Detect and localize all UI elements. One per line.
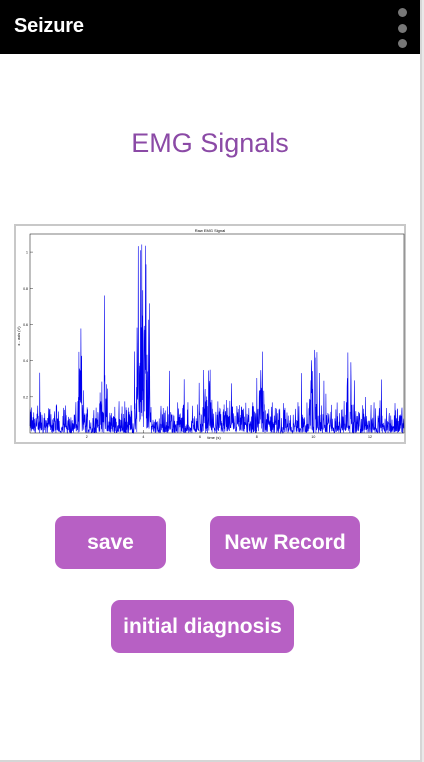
y-tick-label: 0.6	[23, 323, 28, 327]
x-tick-label: 12	[368, 435, 372, 439]
plot-axes-box	[29, 233, 405, 434]
menu-dot	[397, 8, 407, 17]
menu-dot	[397, 39, 407, 48]
x-tick-label: 8	[256, 435, 258, 439]
y-tick-label: 0.8	[23, 287, 28, 291]
x-tick-label: 6	[199, 435, 201, 439]
overflow-menu-icon[interactable]	[394, 8, 410, 48]
action-bar: Seizure	[0, 0, 420, 54]
app-title: Seizure	[14, 15, 84, 37]
new-record-button[interactable]: New Record	[210, 516, 360, 569]
emg-signal-line	[29, 244, 405, 435]
x-tick-label: 4	[142, 435, 144, 439]
menu-dot	[397, 23, 407, 33]
initial-diagnosis-button[interactable]: initial diagnosis	[111, 600, 294, 653]
y-tick-label: 1	[26, 251, 28, 255]
y-tick-label: 0.4	[23, 359, 28, 363]
x-tick-label: 2	[86, 435, 88, 439]
plot-x-label: time (s)	[207, 435, 221, 440]
x-tick-label: 10	[311, 435, 315, 439]
plot-title: Raw EMG Signal	[195, 228, 226, 233]
emg-plot: Raw EMG Signal 0.2 0.4 0.6 0.8 1 2 4 6 8 10 12 tim…	[14, 224, 406, 444]
y-tick-label: 0.2	[23, 395, 28, 399]
save-button[interactable]: save	[55, 516, 166, 569]
plot-y-label: x - axis (V)	[16, 326, 21, 346]
emg-plot-svg: Raw EMG Signal 0.20.40.60.812 4 6 8 10 12 tim…	[16, 226, 405, 442]
page-heading: EMG Signals	[131, 128, 289, 158]
